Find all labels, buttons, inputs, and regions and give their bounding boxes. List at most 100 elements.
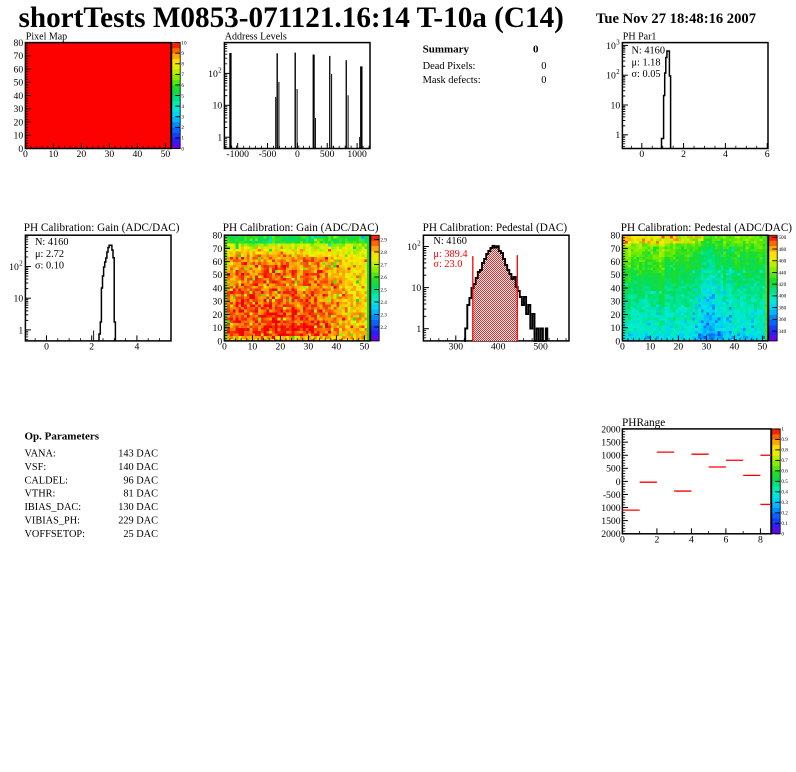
svg-text:2.8: 2.8 bbox=[380, 250, 387, 256]
svg-text:30: 30 bbox=[611, 297, 621, 308]
svg-text:60: 60 bbox=[14, 65, 24, 76]
svg-text:70: 70 bbox=[213, 244, 223, 255]
svg-text:4: 4 bbox=[134, 342, 139, 353]
svg-text:20: 20 bbox=[213, 310, 223, 321]
svg-text:440: 440 bbox=[778, 270, 786, 276]
svg-text:50: 50 bbox=[161, 149, 171, 160]
svg-text:300: 300 bbox=[449, 342, 464, 353]
svg-text:30: 30 bbox=[14, 104, 24, 115]
svg-text:500: 500 bbox=[606, 464, 621, 475]
svg-text:1: 1 bbox=[416, 324, 421, 335]
svg-text:20: 20 bbox=[14, 117, 24, 128]
svg-text:0.9: 0.9 bbox=[781, 437, 788, 443]
svg-text:50: 50 bbox=[758, 342, 768, 353]
svg-text:1000: 1000 bbox=[601, 503, 621, 514]
svg-text:80: 80 bbox=[14, 38, 24, 49]
svg-text:0.2: 0.2 bbox=[781, 511, 788, 517]
svg-text:-1000: -1000 bbox=[226, 149, 249, 160]
svg-text:2.3: 2.3 bbox=[380, 312, 387, 318]
svg-text:400: 400 bbox=[491, 342, 506, 353]
svg-text:10: 10 bbox=[412, 283, 422, 294]
svg-text:PH Calibration: Gain (ADC/DAC): PH Calibration: Gain (ADC/DAC) bbox=[223, 222, 379, 234]
svg-text:50: 50 bbox=[360, 342, 370, 353]
svg-text:30: 30 bbox=[213, 297, 223, 308]
svg-text:σ: 23.0: σ: 23.0 bbox=[433, 259, 462, 270]
svg-text:10: 10 bbox=[213, 323, 223, 334]
svg-text:40: 40 bbox=[133, 149, 143, 160]
svg-text:0: 0 bbox=[541, 75, 546, 86]
svg-text:μ: 2.72: μ: 2.72 bbox=[35, 249, 64, 260]
svg-text:1500: 1500 bbox=[601, 516, 621, 527]
svg-text:50: 50 bbox=[213, 270, 223, 281]
svg-text:0: 0 bbox=[541, 61, 546, 72]
svg-text:20: 20 bbox=[674, 342, 684, 353]
svg-text:360: 360 bbox=[778, 317, 786, 323]
svg-text:50: 50 bbox=[611, 270, 621, 281]
svg-text:0: 0 bbox=[639, 149, 644, 160]
svg-text:0: 0 bbox=[620, 342, 625, 353]
svg-text:20: 20 bbox=[77, 149, 87, 160]
svg-text:10: 10 bbox=[208, 69, 218, 80]
svg-text:N: 4160: N: 4160 bbox=[35, 237, 68, 248]
svg-text:1: 1 bbox=[181, 136, 184, 142]
svg-text:60: 60 bbox=[611, 257, 621, 268]
svg-text:0: 0 bbox=[616, 477, 621, 488]
svg-text:10: 10 bbox=[606, 71, 616, 82]
svg-text:μ: 1.18: μ: 1.18 bbox=[632, 57, 661, 68]
svg-text:20: 20 bbox=[611, 310, 621, 321]
svg-text:6: 6 bbox=[181, 83, 184, 89]
svg-text:Summary: Summary bbox=[423, 44, 470, 56]
svg-text:9: 9 bbox=[181, 51, 184, 57]
svg-text:σ: 0.10: σ: 0.10 bbox=[35, 260, 64, 271]
svg-text:10: 10 bbox=[611, 100, 621, 111]
svg-text:130 DAC: 130 DAC bbox=[118, 502, 158, 513]
svg-text:0.7: 0.7 bbox=[781, 458, 788, 464]
svg-text:7: 7 bbox=[181, 72, 184, 78]
svg-text:0: 0 bbox=[44, 342, 49, 353]
svg-text:Mask defects:: Mask defects: bbox=[423, 75, 481, 86]
svg-text:2: 2 bbox=[654, 534, 659, 545]
svg-text:10: 10 bbox=[14, 294, 24, 305]
svg-text:1000: 1000 bbox=[601, 451, 621, 462]
svg-text:1: 1 bbox=[615, 130, 620, 141]
svg-text:Address Levels: Address Levels bbox=[225, 31, 287, 42]
svg-text:2: 2 bbox=[681, 149, 686, 160]
svg-text:40: 40 bbox=[213, 283, 223, 294]
svg-text:σ: 0.05: σ: 0.05 bbox=[632, 69, 661, 80]
svg-text:PH Calibration: Pedestal (DAC): PH Calibration: Pedestal (DAC) bbox=[423, 222, 568, 234]
svg-text:N: 4160: N: 4160 bbox=[433, 236, 466, 247]
svg-text:Op. Parameters: Op. Parameters bbox=[25, 431, 100, 443]
svg-text:N: 4160: N: 4160 bbox=[632, 46, 665, 57]
svg-text:40: 40 bbox=[730, 342, 740, 353]
svg-text:4: 4 bbox=[723, 149, 728, 160]
svg-text:1500: 1500 bbox=[601, 438, 621, 449]
svg-text:0.4: 0.4 bbox=[781, 490, 788, 496]
svg-text:2.4: 2.4 bbox=[380, 300, 387, 306]
svg-text:6: 6 bbox=[765, 149, 770, 160]
svg-text:0: 0 bbox=[615, 336, 620, 347]
svg-text:-500: -500 bbox=[259, 149, 277, 160]
svg-text:50: 50 bbox=[14, 78, 24, 89]
svg-text:CALDEL:: CALDEL: bbox=[25, 475, 69, 486]
svg-text:0.8: 0.8 bbox=[781, 448, 788, 454]
svg-text:4: 4 bbox=[689, 534, 694, 545]
svg-text:70: 70 bbox=[14, 51, 24, 62]
svg-text:30: 30 bbox=[702, 342, 712, 353]
svg-text:3: 3 bbox=[616, 39, 620, 46]
svg-text:10: 10 bbox=[213, 101, 223, 112]
svg-text:2.6: 2.6 bbox=[380, 275, 387, 281]
svg-text:70: 70 bbox=[611, 244, 621, 255]
svg-text:380: 380 bbox=[778, 305, 786, 311]
svg-text:VOFFSETOP:: VOFFSETOP: bbox=[25, 529, 86, 540]
svg-text:10: 10 bbox=[181, 40, 187, 46]
svg-text:VSF:: VSF: bbox=[25, 462, 47, 473]
svg-text:10: 10 bbox=[14, 131, 24, 142]
svg-text:2.5: 2.5 bbox=[380, 287, 387, 293]
svg-text:3: 3 bbox=[181, 115, 184, 121]
svg-text:VIBIAS_PH:: VIBIAS_PH: bbox=[25, 516, 81, 527]
svg-text:PHRange: PHRange bbox=[622, 417, 665, 429]
svg-text:500: 500 bbox=[533, 342, 548, 353]
svg-text:0: 0 bbox=[781, 532, 784, 538]
svg-text:480: 480 bbox=[778, 247, 786, 253]
svg-text:420: 420 bbox=[778, 282, 786, 288]
